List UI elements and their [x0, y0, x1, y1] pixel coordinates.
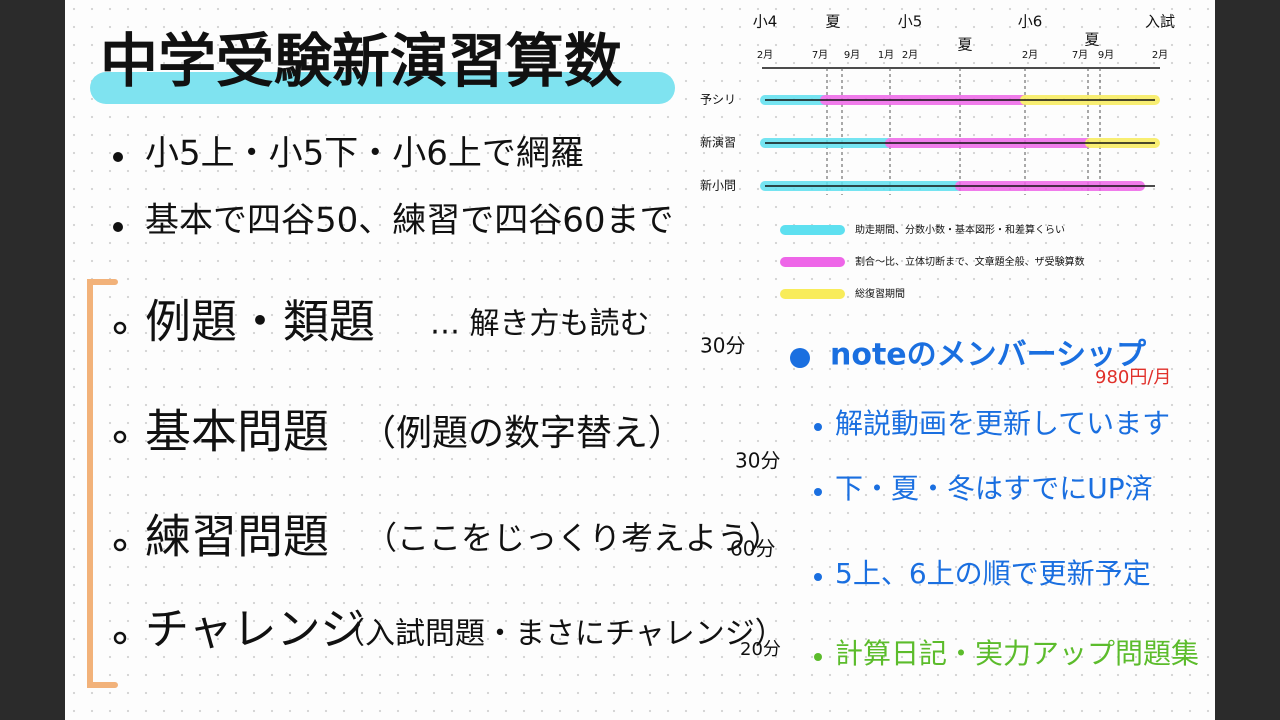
legend-text: 助走期間、分数小数・基本図形・和差算くらい	[855, 223, 1065, 236]
step: 例題・類題 … 解き方も読む 30分	[113, 295, 745, 358]
membership-item: 下・夏・冬はすでにUP済	[835, 472, 1153, 505]
grade-label: 夏	[1084, 31, 1099, 49]
timeline: 小4 夏 小5 夏 小6 夏 入試 2月 7月 9月 1月 2月 2月 7月 9…	[700, 13, 1175, 301]
title-highlight	[90, 72, 675, 104]
legend-text: 割合〜比、立体切断まで、文章題全般、ザ受験算数	[855, 255, 1085, 268]
bar-lines	[765, 99, 1155, 187]
step-note: （入試問題・まさにチャレンジ）	[335, 617, 785, 652]
grade-label: 小6	[1018, 13, 1043, 31]
step-time: 20分	[740, 639, 781, 660]
bracket	[87, 279, 118, 688]
month-label: 9月	[844, 49, 860, 61]
month-label: 1月	[878, 49, 894, 61]
step-label: チャレンジ	[145, 604, 365, 655]
grade-label: 夏	[825, 13, 840, 31]
month-label: 2月	[1022, 49, 1038, 61]
step-label: 練習問題	[145, 510, 329, 564]
grade-label: 小5	[898, 13, 923, 31]
membership-bullet	[814, 488, 822, 496]
grade-label: 小4	[753, 13, 778, 31]
step-note: （ここをじっくり考えよう）	[365, 519, 781, 557]
step-marker	[113, 538, 127, 552]
month-label: 2月	[1152, 49, 1168, 61]
membership-price: 980円/月	[1095, 367, 1171, 388]
step-time: 30分	[700, 334, 745, 358]
row-label: 新演習	[700, 135, 736, 150]
title: 中学受験新演習算数	[100, 27, 622, 95]
bullet-dot	[113, 222, 123, 232]
row-label: 予シリ	[700, 93, 736, 107]
month-label: 7月	[1072, 49, 1088, 61]
membership-item: 5上、6上の順で更新予定	[835, 557, 1151, 590]
step-marker	[113, 631, 127, 645]
membership-bullet	[814, 423, 822, 431]
membership-bullet	[814, 653, 822, 661]
step: 練習問題 （ここをじっくり考えよう） 60分	[113, 510, 781, 564]
step-marker	[113, 321, 127, 335]
bullet-dot	[113, 152, 123, 162]
guides	[826, 68, 1101, 195]
step-note: … 解き方も読む	[430, 307, 650, 342]
month-label: 2月	[902, 49, 918, 61]
step-label: 例題・類題	[145, 295, 375, 349]
membership-item: 計算日記・実力アップ問題集	[835, 637, 1199, 670]
step-time: 30分	[735, 449, 780, 473]
month-label: 2月	[757, 49, 773, 61]
step: 基本問題 （例題の数字替え） 30分	[113, 405, 780, 473]
bullet: 小5上・小5下・小6上で網羅	[145, 134, 584, 174]
step-label: 基本問題	[145, 405, 329, 459]
row-label: 新小問	[700, 178, 736, 193]
legend-swatches	[780, 225, 845, 299]
legend-text: 総復習期間	[855, 287, 905, 300]
step: チャレンジ （入試問題・まさにチャレンジ） 20分	[113, 604, 785, 660]
membership-heading: noteのメンバーシップ	[830, 338, 1147, 373]
month-label: 9月	[1098, 49, 1114, 61]
grade-label: 夏	[957, 36, 972, 54]
grade-label: 入試	[1145, 13, 1175, 31]
membership-dot	[790, 348, 810, 368]
month-label: 7月	[812, 49, 828, 61]
bullet: 基本で四谷50、練習で四谷60まで	[145, 201, 674, 241]
page	[65, 0, 1215, 720]
step-time: 60分	[730, 537, 775, 561]
membership-bullet	[814, 573, 822, 581]
membership-item: 解説動画を更新しています	[835, 407, 1170, 440]
step-note: （例題の数字替え）	[360, 413, 684, 454]
step-marker	[113, 430, 127, 444]
